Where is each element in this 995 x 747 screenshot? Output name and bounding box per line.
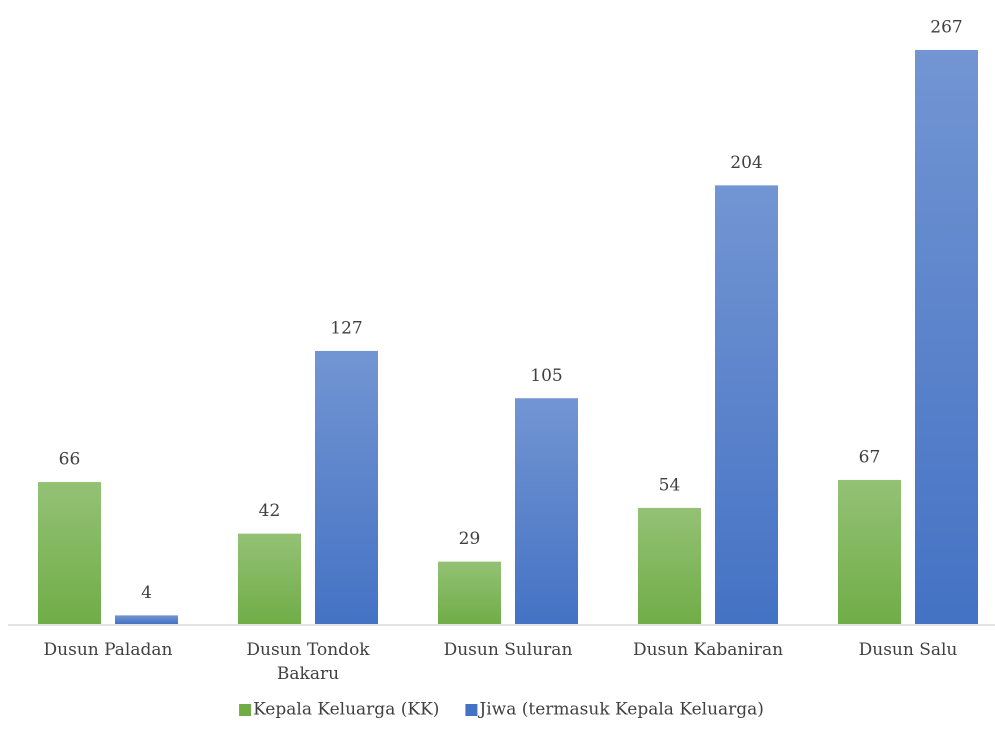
legend-swatch [239, 704, 252, 716]
bar-sheen [638, 507, 701, 624]
bar-sheen [438, 561, 501, 624]
data-label: 105 [530, 366, 562, 386]
x-label-box: Dusun Suluran [443, 640, 573, 660]
legend-swatch [465, 704, 478, 716]
data-label: 42 [259, 501, 281, 521]
bar-sheen [115, 615, 178, 624]
legend-label: Jiwa (termasuk Kepala Keluarga) [477, 700, 764, 720]
x-label-box: Dusun Kabaniran [632, 640, 784, 660]
bar-sheen [838, 479, 901, 624]
x-tick-label: Dusun Salu [858, 640, 958, 660]
x-tick-label: Dusun Kabaniran [632, 640, 784, 660]
x-tick-label: Dusun Paladan [43, 640, 173, 660]
data-label: 204 [730, 153, 762, 173]
data-label: 67 [859, 447, 881, 467]
data-label: 127 [330, 318, 362, 338]
data-label: 267 [930, 17, 962, 37]
x-label-box: Dusun Paladan [43, 640, 173, 660]
bar-sheen [38, 482, 101, 624]
bar-sheen [238, 533, 301, 624]
x-label-box: Dusun Salu [858, 640, 958, 660]
data-label: 4 [141, 583, 152, 603]
legend-label: Kepala Keluarga (KK) [253, 700, 439, 720]
data-label: 54 [659, 475, 681, 495]
x-label-box: Dusun Tondok Bakaru [246, 640, 370, 684]
bar-sheen [715, 185, 778, 624]
bar-sheen [915, 49, 978, 624]
bar-sheen [515, 398, 578, 624]
data-label: 66 [59, 450, 81, 470]
x-tick-label: Dusun Suluran [443, 640, 573, 660]
bar-sheen [315, 350, 378, 624]
data-label: 29 [459, 529, 481, 549]
legend: Kepala Keluarga (KK) Jiwa (termasuk Kepal… [239, 700, 764, 720]
x-tick-label: Dusun Tondok Bakaru [246, 640, 370, 684]
